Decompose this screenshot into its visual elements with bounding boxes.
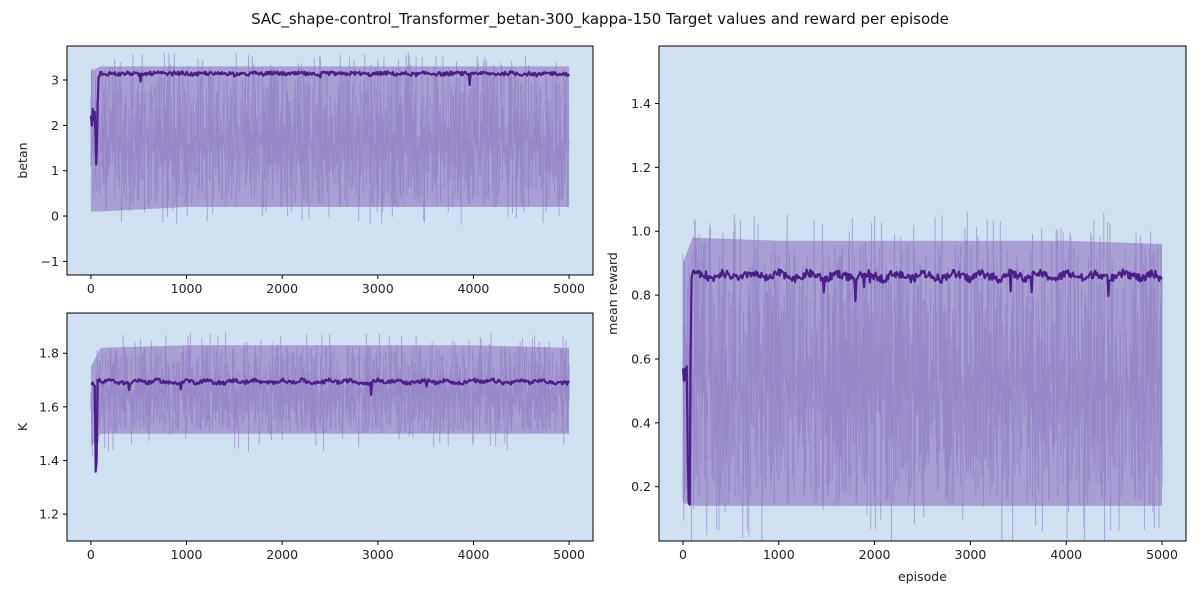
reward-xtick-label: 1000 [763,547,795,562]
reward-xtick-label: 4000 [1050,547,1082,562]
kappa-ytick-label: 1.2 [39,507,59,522]
reward-ytick-label: 0.8 [631,288,651,303]
betan-xtick-label: 1000 [171,281,203,296]
reward-xtick-label: 0 [679,547,687,562]
kappa-panel: 0 1000 2000 3000 4000 5000 1.2 1.4 1.6 1.8 K [15,312,594,562]
kappa-xtick-label: 4000 [458,547,490,562]
kappa-ytick-label: 1.6 [39,399,59,414]
betan-xtick-label: 2000 [266,281,298,296]
kappa-xtick-label: 2000 [266,547,298,562]
reward-panel: 0 1000 2000 3000 4000 5000 0.2 0.4 0.6 0.8 1.0 1.2 1… [605,45,1187,584]
kappa-noise [90,332,570,457]
betan-ytick-label: 3 [51,73,59,88]
kappa-xtick-label: 1000 [171,547,203,562]
betan-ytick-label: 2 [51,118,59,133]
kappa-xtick-label: 3000 [362,547,394,562]
reward-xtick-label: 5000 [1146,547,1178,562]
betan-ylabel: betan [15,142,30,178]
reward-xtick-label: 3000 [955,547,987,562]
betan-frame [66,45,594,276]
reward-ytick-label: 0.4 [631,415,651,430]
betan-ytick-label: 1 [51,163,59,178]
kappa-ylabel: K [15,422,30,431]
betan-ytick-label: 0 [51,209,59,224]
reward-ylabel: mean reward [605,252,620,335]
reward-ytick-label: 0.2 [631,479,651,494]
kappa-xtick-label: 0 [87,547,95,562]
kappa-mean-line [90,377,570,473]
reward-xlabel: episode [898,569,947,584]
betan-xtick-label: 0 [87,281,95,296]
reward-ytick-label: 0.6 [631,351,651,366]
kappa-ytick-label: 1.4 [39,453,59,468]
kappa-frame [66,312,594,542]
reward-noise [682,212,1163,541]
figure-title: SAC_shape-control_Transformer_betan-300_… [251,10,949,29]
betan-noise [90,52,570,225]
betan-xtick-label: 5000 [553,281,585,296]
kappa-ytick-label: 1.8 [39,346,59,361]
reward-ytick-label: 1.2 [631,160,651,175]
kappa-xtick-label: 5000 [553,547,585,562]
reward-xtick-label: 2000 [859,547,891,562]
betan-xtick-label: 3000 [362,281,394,296]
reward-mean-line [681,268,1163,506]
betan-panel: 0 1000 2000 3000 4000 5000 −1 0 1 2 3 betan [15,45,594,296]
betan-ytick-label: −1 [41,254,59,269]
betan-xtick-label: 4000 [458,281,490,296]
reward-ytick-label: 1.4 [631,96,651,111]
reward-ytick-label: 1.0 [631,224,651,239]
reward-frame [658,45,1187,542]
betan-mean-line [89,70,571,166]
